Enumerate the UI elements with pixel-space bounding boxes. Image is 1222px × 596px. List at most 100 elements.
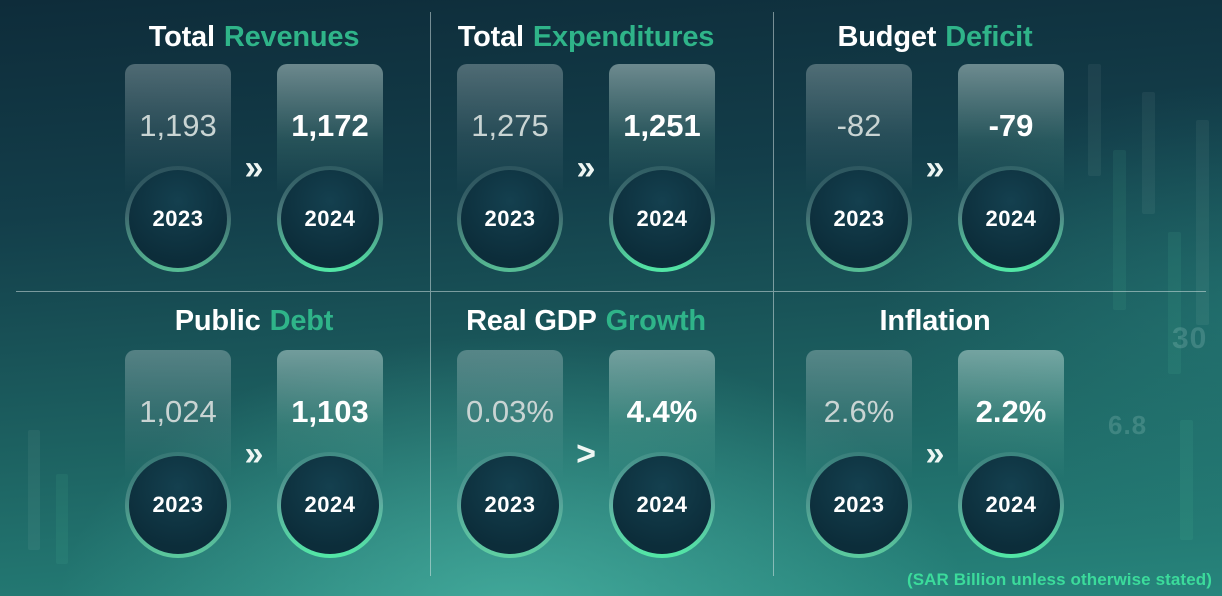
stat-value-2023: 1,275 <box>471 108 549 143</box>
metric-panel-total-expenditures: Total Expenditures 1,275 2023 » 1,251 <box>457 12 715 272</box>
year-label: 2024 <box>636 206 688 231</box>
year-label: 2024 <box>985 492 1037 517</box>
stat-value-2024: 1,172 <box>291 108 369 143</box>
year-comparison: 2.6% 2023 » 2.2% 2024 <box>806 350 1064 558</box>
year-label: 2023 <box>833 206 885 231</box>
stat-value-2024: 2.2% <box>975 394 1047 429</box>
stat-2024: 1,103 2024 <box>277 350 383 558</box>
year-comparison: 1,193 2023 » 1,172 2024 <box>125 64 383 272</box>
grid-cell: Total Revenues 1,193 2023 » 1,172 <box>16 12 430 292</box>
stat-value-2023: 0.03% <box>466 394 554 429</box>
metric-title-accent: Growth <box>605 305 706 337</box>
metric-title-accent: Revenues <box>223 21 360 53</box>
stat-value-2024: 1,251 <box>623 108 701 143</box>
stat-2024: 2.2% 2024 <box>958 350 1064 558</box>
year-label: 2024 <box>304 206 356 231</box>
metric-title-main: Total <box>457 21 524 53</box>
year-circle-fill: 2023 <box>461 170 559 268</box>
chevron-right-icon: » <box>576 149 596 187</box>
stat-2023: 2.6% 2023 <box>806 350 912 558</box>
year-comparison: 0.03% 2023 > 4.4% 2024 <box>457 350 715 558</box>
year-circle-2024: 2024 <box>609 166 715 272</box>
stat-value-2023: 1,193 <box>139 108 217 143</box>
stat-value-2023: 2.6% <box>823 394 895 429</box>
metric-title-accent: Debt <box>269 305 334 337</box>
stat-value-2023: 1,024 <box>139 394 217 429</box>
stat-value-2024: 1,103 <box>291 394 369 429</box>
metrics-grid: Total Revenues 1,193 2023 » 1,172 <box>16 12 1206 576</box>
year-circle-2024: 2024 <box>958 166 1064 272</box>
year-circle-fill: 2024 <box>613 170 711 268</box>
grid-cell: Inflation 2.6% 2023 » 2.2% <box>774 292 1206 576</box>
stat-2023: 1,275 2023 <box>457 64 563 272</box>
metric-title-main: Budget <box>837 21 937 53</box>
grid-cell: Real GDP Growth 0.03% 2023 > 4.4% <box>430 292 774 576</box>
metric-title-main: Total <box>148 21 215 53</box>
year-circle-2024: 2024 <box>958 452 1064 558</box>
metric-title-main: Inflation <box>879 305 991 337</box>
year-circle-2023: 2023 <box>806 166 912 272</box>
year-label: 2024 <box>304 492 356 517</box>
chevron-right-icon: » <box>244 149 264 187</box>
metric-panel-budget-deficit: Budget Deficit -82 2023 » -79 <box>806 12 1064 272</box>
year-comparison: -82 2023 » -79 2024 <box>806 64 1064 272</box>
stat-2024: 1,251 2024 <box>609 64 715 272</box>
year-circle-2024: 2024 <box>277 452 383 558</box>
metric-title: Budget Deficit <box>838 20 1033 54</box>
year-circle-fill: 2023 <box>461 456 559 554</box>
year-circle-2023: 2023 <box>125 166 231 272</box>
chevron-right-icon: » <box>925 435 945 473</box>
year-label: 2023 <box>152 492 204 517</box>
grid-cell: Total Expenditures 1,275 2023 » 1,251 <box>430 12 774 292</box>
year-circle-fill: 2024 <box>962 456 1060 554</box>
metric-title: Public Debt <box>174 304 334 338</box>
metric-panel-public-debt: Public Debt 1,024 2023 » 1,103 <box>125 292 383 558</box>
metric-panel-total-revenues: Total Revenues 1,193 2023 » 1,172 <box>125 12 383 272</box>
grid-cell: Budget Deficit -82 2023 » -79 <box>774 12 1206 292</box>
year-circle-2024: 2024 <box>277 166 383 272</box>
metric-title: Real GDP Growth <box>466 304 706 338</box>
metric-title: Total Expenditures <box>457 20 715 54</box>
year-comparison: 1,024 2023 » 1,103 2024 <box>125 350 383 558</box>
metric-title-main: Public <box>174 305 261 337</box>
year-label: 2024 <box>636 492 688 517</box>
stat-2023: 0.03% 2023 <box>457 350 563 558</box>
metric-title-accent: Deficit <box>945 21 1033 53</box>
year-circle-fill: 2024 <box>962 170 1060 268</box>
year-circle-2023: 2023 <box>806 452 912 558</box>
stat-value-2023: -82 <box>836 108 882 143</box>
year-circle-fill: 2023 <box>129 170 227 268</box>
year-label: 2024 <box>985 206 1037 231</box>
year-circle-fill: 2023 <box>810 456 908 554</box>
year-label: 2023 <box>152 206 204 231</box>
stat-2023: 1,024 2023 <box>125 350 231 558</box>
metric-title-main: Real GDP <box>466 305 597 337</box>
year-circle-fill: 2024 <box>281 456 379 554</box>
year-circle-fill: 2024 <box>281 170 379 268</box>
year-circle-2024: 2024 <box>609 452 715 558</box>
chevron-right-icon: » <box>925 149 945 187</box>
stat-value-2024: -79 <box>988 108 1034 143</box>
stat-2024: 1,172 2024 <box>277 64 383 272</box>
unit-note: (SAR Billion unless otherwise stated) <box>906 570 1212 589</box>
chevron-right-icon: > <box>576 435 596 473</box>
year-circle-fill: 2023 <box>810 170 908 268</box>
stat-value-2024: 4.4% <box>626 394 698 429</box>
year-circle-2023: 2023 <box>457 166 563 272</box>
year-circle-fill: 2023 <box>129 456 227 554</box>
chevron-right-icon: » <box>244 435 264 473</box>
stat-2023: -82 2023 <box>806 64 912 272</box>
metric-panel-real-gdp-growth: Real GDP Growth 0.03% 2023 > 4.4% <box>457 292 715 558</box>
metric-title: Total Revenues <box>149 20 360 54</box>
year-circle-2023: 2023 <box>125 452 231 558</box>
year-comparison: 1,275 2023 » 1,251 2024 <box>457 64 715 272</box>
metric-panel-inflation: Inflation 2.6% 2023 » 2.2% <box>806 292 1064 558</box>
metric-title-accent: Expenditures <box>532 21 715 53</box>
stat-2024: 4.4% 2024 <box>609 350 715 558</box>
year-label: 2023 <box>484 492 536 517</box>
year-label: 2023 <box>484 206 536 231</box>
grid-cell: Public Debt 1,024 2023 » 1,103 <box>16 292 430 576</box>
year-circle-fill: 2024 <box>613 456 711 554</box>
year-circle-2023: 2023 <box>457 452 563 558</box>
stat-2024: -79 2024 <box>958 64 1064 272</box>
